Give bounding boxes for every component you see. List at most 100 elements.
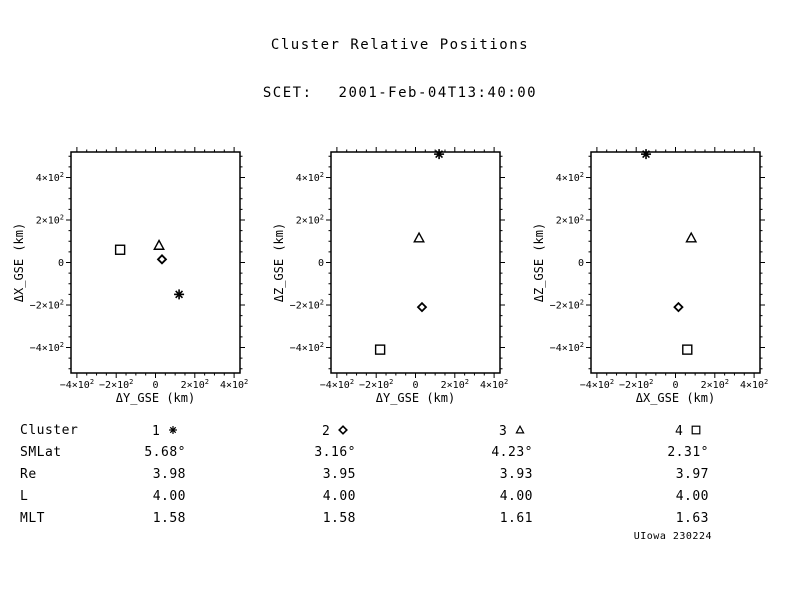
y-axis-title: ΔX_GSE (km) (12, 223, 26, 302)
table-row-label-l: L (20, 489, 29, 504)
svg-text:2×102: 2×102 (296, 214, 324, 227)
marker-sc1-asterisk (174, 289, 185, 300)
svg-text:2×102: 2×102 (701, 378, 729, 391)
svg-text:4×102: 4×102 (36, 171, 64, 184)
re-value-sc3: 3.93 (499, 467, 533, 482)
svg-text:−2×102: −2×102 (99, 378, 133, 391)
spacecraft-3-number: 3 (499, 424, 508, 439)
svg-text:2×102: 2×102 (441, 378, 469, 391)
mlt-value-sc4: 1.63 (675, 511, 709, 526)
svg-text:4×102: 4×102 (220, 378, 248, 391)
scet-value: 2001-Feb-04T13:40:00 (338, 85, 538, 101)
svg-text:0: 0 (578, 258, 584, 269)
svg-text:−2×102: −2×102 (550, 299, 584, 312)
marker-sc4-square (374, 344, 386, 355)
svg-text:0: 0 (58, 258, 64, 269)
svg-text:−4×102: −4×102 (320, 378, 354, 391)
square-icon (689, 424, 703, 439)
spacecraft-3-id-cell: 3 (499, 424, 527, 439)
marker-sc2-diamond (416, 301, 428, 313)
re-value-sc2: 3.95 (322, 467, 356, 482)
plot-frame (70, 151, 241, 374)
l-value-sc3: 4.00 (499, 489, 533, 504)
marker-sc2-diamond (156, 254, 168, 265)
marker-sc2-diamond (673, 301, 684, 313)
x-axis-title: ΔY_GSE (km) (116, 391, 195, 405)
re-value-sc4: 3.97 (675, 467, 709, 482)
l-value-sc4: 4.00 (675, 489, 709, 504)
spacecraft-4-id-cell: 4 (675, 424, 703, 439)
axis-ticks (326, 147, 505, 378)
asterisk-icon (166, 424, 180, 439)
table-row-label-mlt: MLT (20, 511, 45, 526)
mlt-value-sc2: 1.58 (322, 511, 356, 526)
svg-text:−2×102: −2×102 (30, 299, 64, 312)
marker-sc3-triangle (685, 231, 698, 243)
marker-sc1-asterisk (641, 149, 652, 160)
axis-ticks (586, 147, 765, 378)
spacecraft-1-number: 1 (152, 424, 161, 439)
diamond-icon (336, 424, 350, 439)
svg-text:−2×102: −2×102 (359, 378, 393, 391)
scet-line: SCET: 2001-Feb-04T13:40:00 (0, 85, 800, 101)
panel-1: −4×102 −2×102 0 2×102 4×102 −4×102 −2×102 0 2×10… (12, 147, 248, 405)
smlat-value-sc2: 3.16° (314, 445, 356, 460)
svg-text:4×102: 4×102 (296, 171, 324, 184)
svg-text:0: 0 (318, 258, 324, 269)
spacecraft-2-id-cell: 2 (322, 424, 350, 439)
x-axis-title: ΔY_GSE (km) (376, 391, 455, 405)
marker-sc4-square (682, 344, 693, 355)
axis-ticks (66, 147, 245, 378)
triangle-icon (513, 424, 527, 439)
marker-sc1-asterisk (434, 149, 445, 160)
plot-frame (330, 151, 501, 374)
svg-text:2×102: 2×102 (181, 378, 209, 391)
table-row-label-smlat: SMLat (20, 445, 62, 460)
tick-labels: −4×102 −2×102 0 2×102 4×102 −4×102 −2×102 0 2×10… (290, 171, 509, 391)
svg-text:2×102: 2×102 (36, 214, 64, 227)
y-axis-title: ΔZ_GSE (km) (532, 223, 546, 302)
smlat-value-sc1: 5.68° (144, 445, 186, 460)
plot-frame (590, 151, 761, 374)
svg-text:0: 0 (672, 380, 678, 391)
svg-text:4×102: 4×102 (740, 378, 768, 391)
mlt-value-sc1: 1.58 (152, 511, 186, 526)
panel-2: −4×102 −2×102 0 2×102 4×102 −4×102 −2×102 0 2×10… (272, 147, 508, 405)
smlat-value-sc4: 2.31° (667, 445, 709, 460)
svg-text:−4×102: −4×102 (60, 378, 94, 391)
svg-text:0: 0 (412, 380, 418, 391)
tick-labels: −4×102 −2×102 0 2×102 4×102 −4×102 −2×102 0 2×10… (30, 171, 249, 391)
scet-label: SCET: (262, 85, 313, 101)
table-row-label-cluster: Cluster (20, 423, 79, 438)
re-value-sc1: 3.98 (152, 467, 186, 482)
svg-text:−2×102: −2×102 (619, 378, 653, 391)
svg-text:−2×102: −2×102 (290, 299, 324, 312)
spacecraft-4-number: 4 (675, 424, 684, 439)
page-title: Cluster Relative Positions (270, 37, 530, 53)
l-value-sc1: 4.00 (152, 489, 186, 504)
table-row-label-re: Re (20, 467, 37, 482)
svg-text:0: 0 (152, 380, 158, 391)
mlt-value-sc3: 1.61 (499, 511, 533, 526)
smlat-value-sc3: 4.23° (491, 445, 533, 460)
marker-sc3-triangle (153, 239, 165, 250)
svg-text:−4×102: −4×102 (580, 378, 614, 391)
svg-text:4×102: 4×102 (556, 171, 584, 184)
svg-text:2×102: 2×102 (556, 214, 584, 227)
marker-sc3-triangle (413, 231, 425, 243)
l-value-sc2: 4.00 (322, 489, 356, 504)
svg-text:−4×102: −4×102 (30, 341, 64, 354)
spacecraft-2-number: 2 (322, 424, 331, 439)
marker-sc4-square (114, 244, 126, 255)
tick-labels: −4×102 −2×102 0 2×102 4×102 −4×102 −2×102 0 2×10… (550, 171, 769, 391)
panel-3: −4×102 −2×102 0 2×102 4×102 −4×102 −2×102 0 2×10… (532, 147, 768, 405)
y-axis-title: ΔZ_GSE (km) (272, 223, 286, 302)
svg-text:−4×102: −4×102 (550, 341, 584, 354)
credit-text: UIowa 230224 (633, 531, 712, 542)
x-axis-title: ΔX_GSE (km) (636, 391, 715, 405)
svg-text:−4×102: −4×102 (290, 341, 324, 354)
spacecraft-1-id-cell: 1 (152, 424, 180, 439)
svg-text:4×102: 4×102 (480, 378, 508, 391)
